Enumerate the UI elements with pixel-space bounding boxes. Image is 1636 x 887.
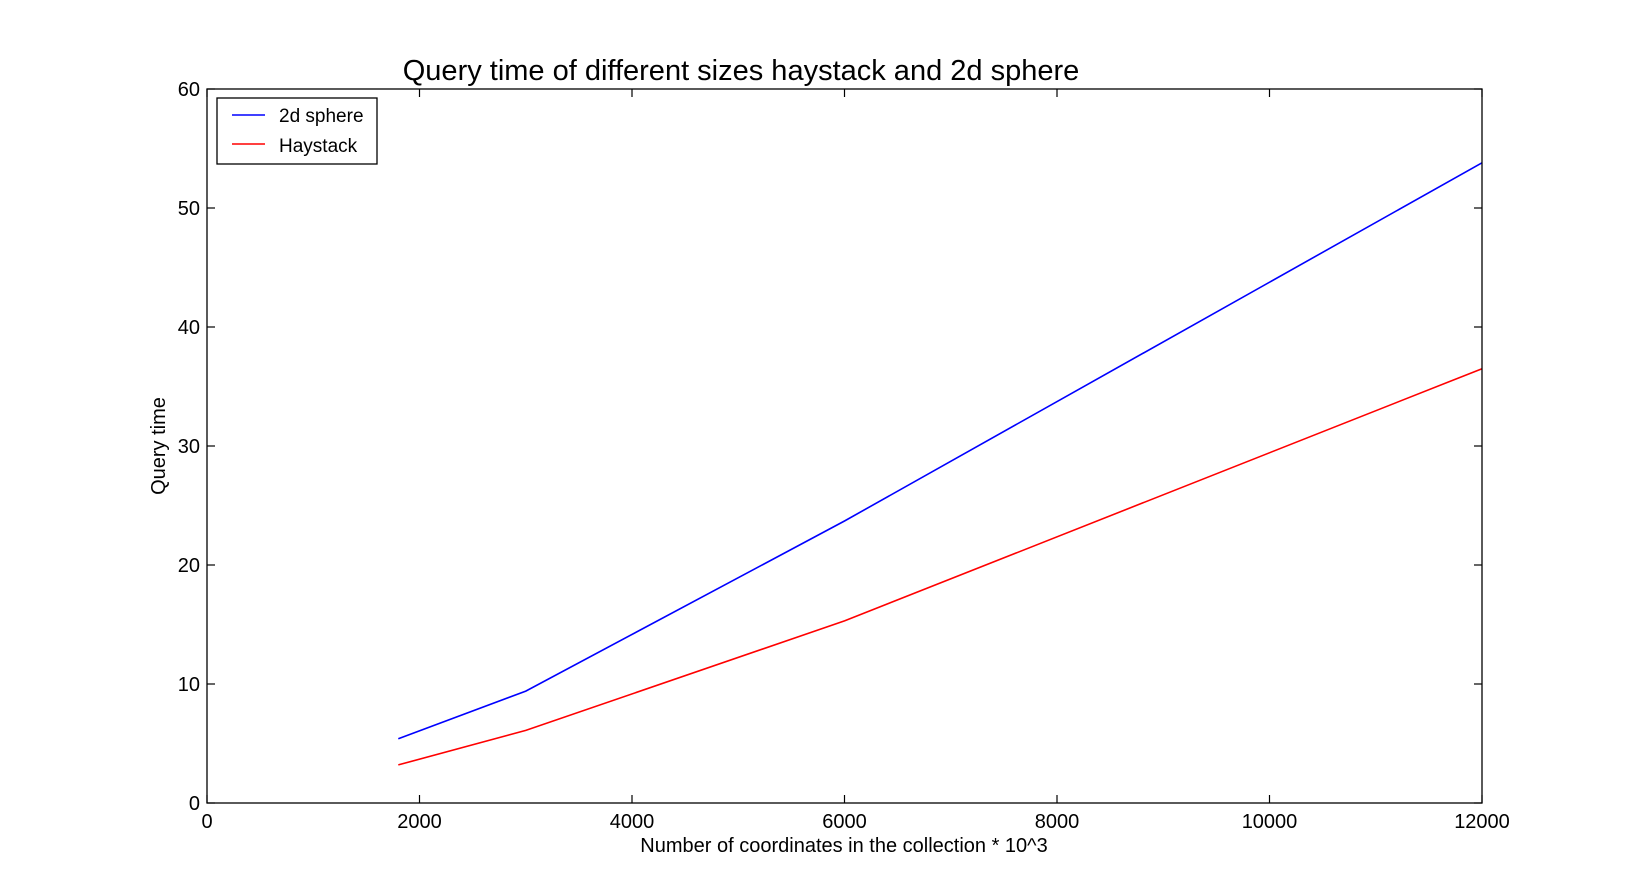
- legend-label-2d-sphere: 2d sphere: [279, 106, 364, 127]
- series-layer: [398, 162, 1483, 766]
- y-tick-label: 0: [189, 793, 200, 815]
- x-tick-label: 10000: [1242, 811, 1298, 833]
- series-line-haystack: [398, 367, 1483, 766]
- x-tick-label: 12000: [1454, 811, 1510, 833]
- x-tick-label: 8000: [1035, 811, 1080, 833]
- y-axis: 0 10 20 30 40 50 60: [178, 79, 1482, 815]
- x-axis: 0 2000 4000 6000 8000 10000 12000: [201, 89, 1510, 833]
- y-tick-label: 20: [178, 555, 200, 577]
- x-tick-label: 6000: [822, 811, 867, 833]
- legend: 2d sphere Haystack: [216, 97, 378, 165]
- x-tick-label: 2000: [397, 811, 442, 833]
- y-axis-label: Query time: [148, 397, 170, 495]
- x-tick-label: 0: [201, 811, 212, 833]
- legend-label-haystack: Haystack: [279, 136, 358, 157]
- x-tick-label: 4000: [610, 811, 655, 833]
- y-tick-label: 60: [178, 79, 200, 101]
- legend-box: [216, 97, 378, 165]
- plot-frame: [206, 88, 1483, 804]
- y-tick-label: 50: [178, 198, 200, 220]
- series-line-2d-sphere: [398, 162, 1483, 740]
- y-tick-label: 40: [178, 317, 200, 339]
- y-tick-label: 10: [178, 674, 200, 696]
- y-tick-label: 30: [178, 436, 200, 458]
- chart-title: Query time of different sizes haystack a…: [403, 55, 1080, 87]
- x-axis-label: Number of coordinates in the collection …: [640, 835, 1047, 857]
